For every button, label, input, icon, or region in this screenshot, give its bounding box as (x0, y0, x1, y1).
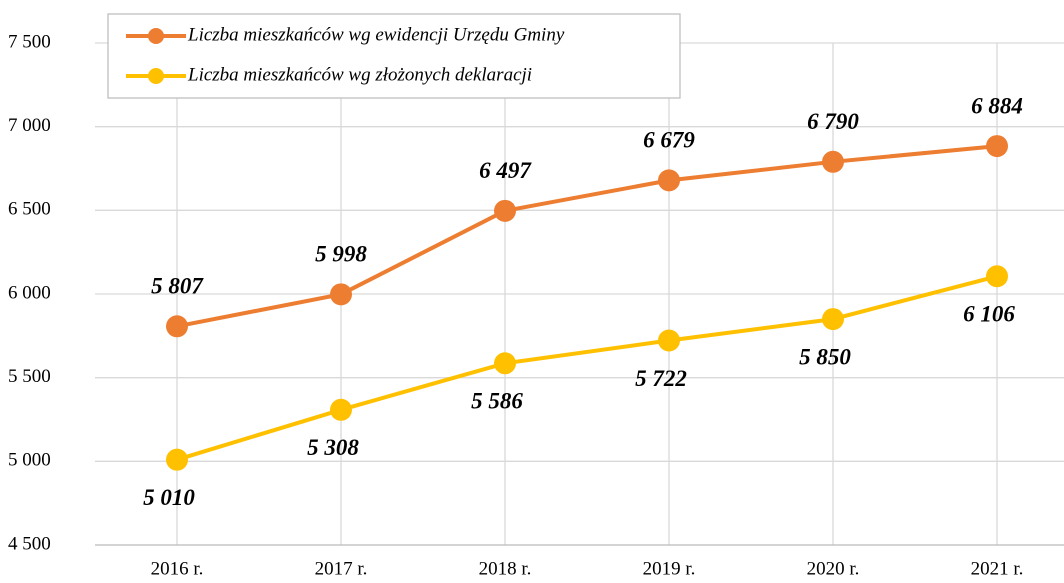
data-label: 5 308 (307, 435, 359, 460)
y-tick-label: 7 500 (8, 31, 51, 52)
y-tick-label: 5 000 (8, 450, 51, 471)
marker (166, 315, 188, 338)
y-tick-label: 4 500 (8, 533, 51, 554)
marker (330, 283, 352, 306)
y-tick-label: 6 500 (8, 199, 51, 220)
marker (658, 169, 680, 192)
data-label: 5 807 (151, 274, 204, 299)
legend-label: Liczba mieszkańców wg złożonych deklarac… (187, 64, 532, 85)
x-tick-label: 2018 r. (479, 558, 532, 579)
marker (986, 135, 1008, 158)
y-tick-label: 6 000 (8, 282, 51, 303)
data-label: 6 884 (971, 93, 1023, 118)
marker (986, 265, 1008, 288)
marker (822, 150, 844, 173)
legend-marker (148, 28, 164, 44)
marker (494, 352, 516, 375)
marker (166, 448, 188, 471)
y-tick-label: 7 000 (8, 115, 51, 136)
x-tick-label: 2019 r. (643, 558, 696, 579)
data-label: 6 679 (643, 128, 695, 153)
series-line (176, 274, 998, 462)
data-label: 6 790 (807, 109, 859, 134)
marker (330, 398, 352, 421)
marker (494, 199, 516, 222)
x-tick-label: 2016 r. (151, 558, 204, 579)
data-label: 5 998 (315, 242, 367, 267)
x-tick-label: 2017 r. (315, 558, 368, 579)
series-line (176, 144, 998, 329)
x-tick-label: 2021 r. (971, 558, 1024, 579)
data-label: 5 722 (635, 366, 687, 391)
y-tick-label: 5 500 (8, 366, 51, 387)
marker (658, 329, 680, 352)
data-label: 6 106 (963, 302, 1015, 327)
data-label: 6 497 (479, 158, 532, 183)
x-tick-label: 2020 r. (807, 558, 860, 579)
legend-box (107, 13, 681, 99)
legend-marker (148, 68, 164, 84)
data-label: 5 586 (471, 389, 523, 414)
marker (822, 308, 844, 331)
data-label: 5 010 (143, 485, 195, 510)
legend-label: Liczba mieszkańców wg ewidencji Urzędu G… (187, 24, 565, 45)
data-label: 5 850 (799, 344, 851, 369)
